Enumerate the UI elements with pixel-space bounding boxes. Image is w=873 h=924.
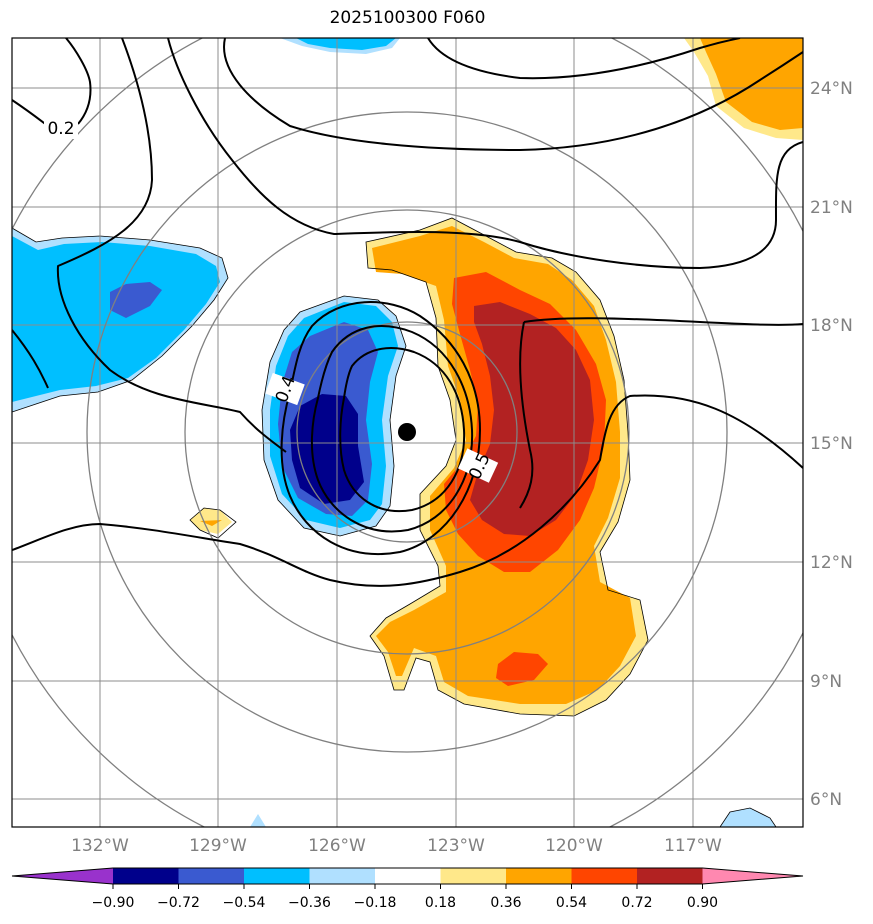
latitude-labels: 24°N 21°N 18°N 15°N 12°N 9°N 6°N	[810, 79, 853, 810]
contour-label-0-2: 0.2	[47, 119, 74, 139]
colorbar-bin-9	[637, 868, 703, 884]
storm-center-marker	[398, 423, 416, 441]
contour-ring-mid	[310, 325, 474, 533]
longitude-labels: 132°W 129°W 126°W 123°W 120°W 117°W	[71, 836, 722, 856]
lon-label-120w: 120°W	[545, 836, 603, 856]
colorbar-bin-5	[375, 868, 441, 884]
lat-label-24n: 24°N	[810, 79, 853, 99]
colorbar-tick-5: −0.18	[354, 895, 397, 911]
lon-label-132w: 132°W	[71, 836, 129, 856]
colorbar-tick-6: 0.18	[425, 895, 456, 911]
lat-label-9n: 9°N	[810, 672, 842, 692]
colorbar-tick-8: 0.54	[556, 895, 587, 911]
colorbar-bin-4	[309, 868, 375, 884]
range-rings	[12, 38, 803, 827]
colorbar-bin-1	[113, 868, 179, 884]
blue-spot-south	[250, 814, 266, 827]
contour-label-group: 0.2 0.4 0.5	[44, 117, 499, 483]
lat-label-12n: 12°N	[810, 553, 853, 573]
lat-label-21n: 21°N	[810, 198, 853, 218]
black-contours	[12, 38, 803, 587]
colorbar-bin-2	[178, 868, 244, 884]
contour-ring-inner	[339, 347, 466, 513]
colorbar-bin-8	[571, 868, 637, 884]
map-title: 2025100300 F060	[329, 8, 486, 28]
thin-contours	[12, 217, 777, 827]
colorbar: −0.90 −0.72 −0.54 −0.36 −0.18 0.18 0.36 …	[11, 867, 804, 911]
colorbar-tick-2: −0.72	[157, 895, 200, 911]
map-panel: 0.2 0.4 0.5	[12, 38, 803, 827]
colorbar-bin-3	[244, 868, 310, 884]
blue-core-west	[110, 282, 162, 318]
lon-label-123w: 123°W	[427, 836, 485, 856]
lat-label-18n: 18°N	[810, 316, 853, 336]
colorbar-bin-6	[440, 868, 506, 884]
colorbar-tick-7: 0.36	[490, 895, 521, 911]
colorbar-tick-1: −0.90	[92, 895, 135, 911]
lat-label-6n: 6°N	[810, 790, 842, 810]
colorbar-bin-7	[506, 868, 572, 884]
lon-label-126w: 126°W	[308, 836, 366, 856]
colorbar-extend-high	[702, 868, 803, 884]
map-frame	[11, 37, 804, 828]
colorbar-tick-9: 0.72	[621, 895, 652, 911]
colorbar-tick-10: 0.90	[687, 895, 718, 911]
lon-label-129w: 129°W	[189, 836, 247, 856]
dark-red-core	[470, 302, 594, 536]
lat-label-15n: 15°N	[810, 434, 853, 454]
colorbar-extend-low	[12, 868, 113, 884]
colorbar-tick-4: −0.36	[288, 895, 331, 911]
lat-lon-grid	[12, 38, 803, 827]
contour-ring-outer	[280, 301, 481, 556]
colorbar-tick-3: −0.54	[223, 895, 266, 911]
lon-label-117w: 117°W	[664, 836, 722, 856]
